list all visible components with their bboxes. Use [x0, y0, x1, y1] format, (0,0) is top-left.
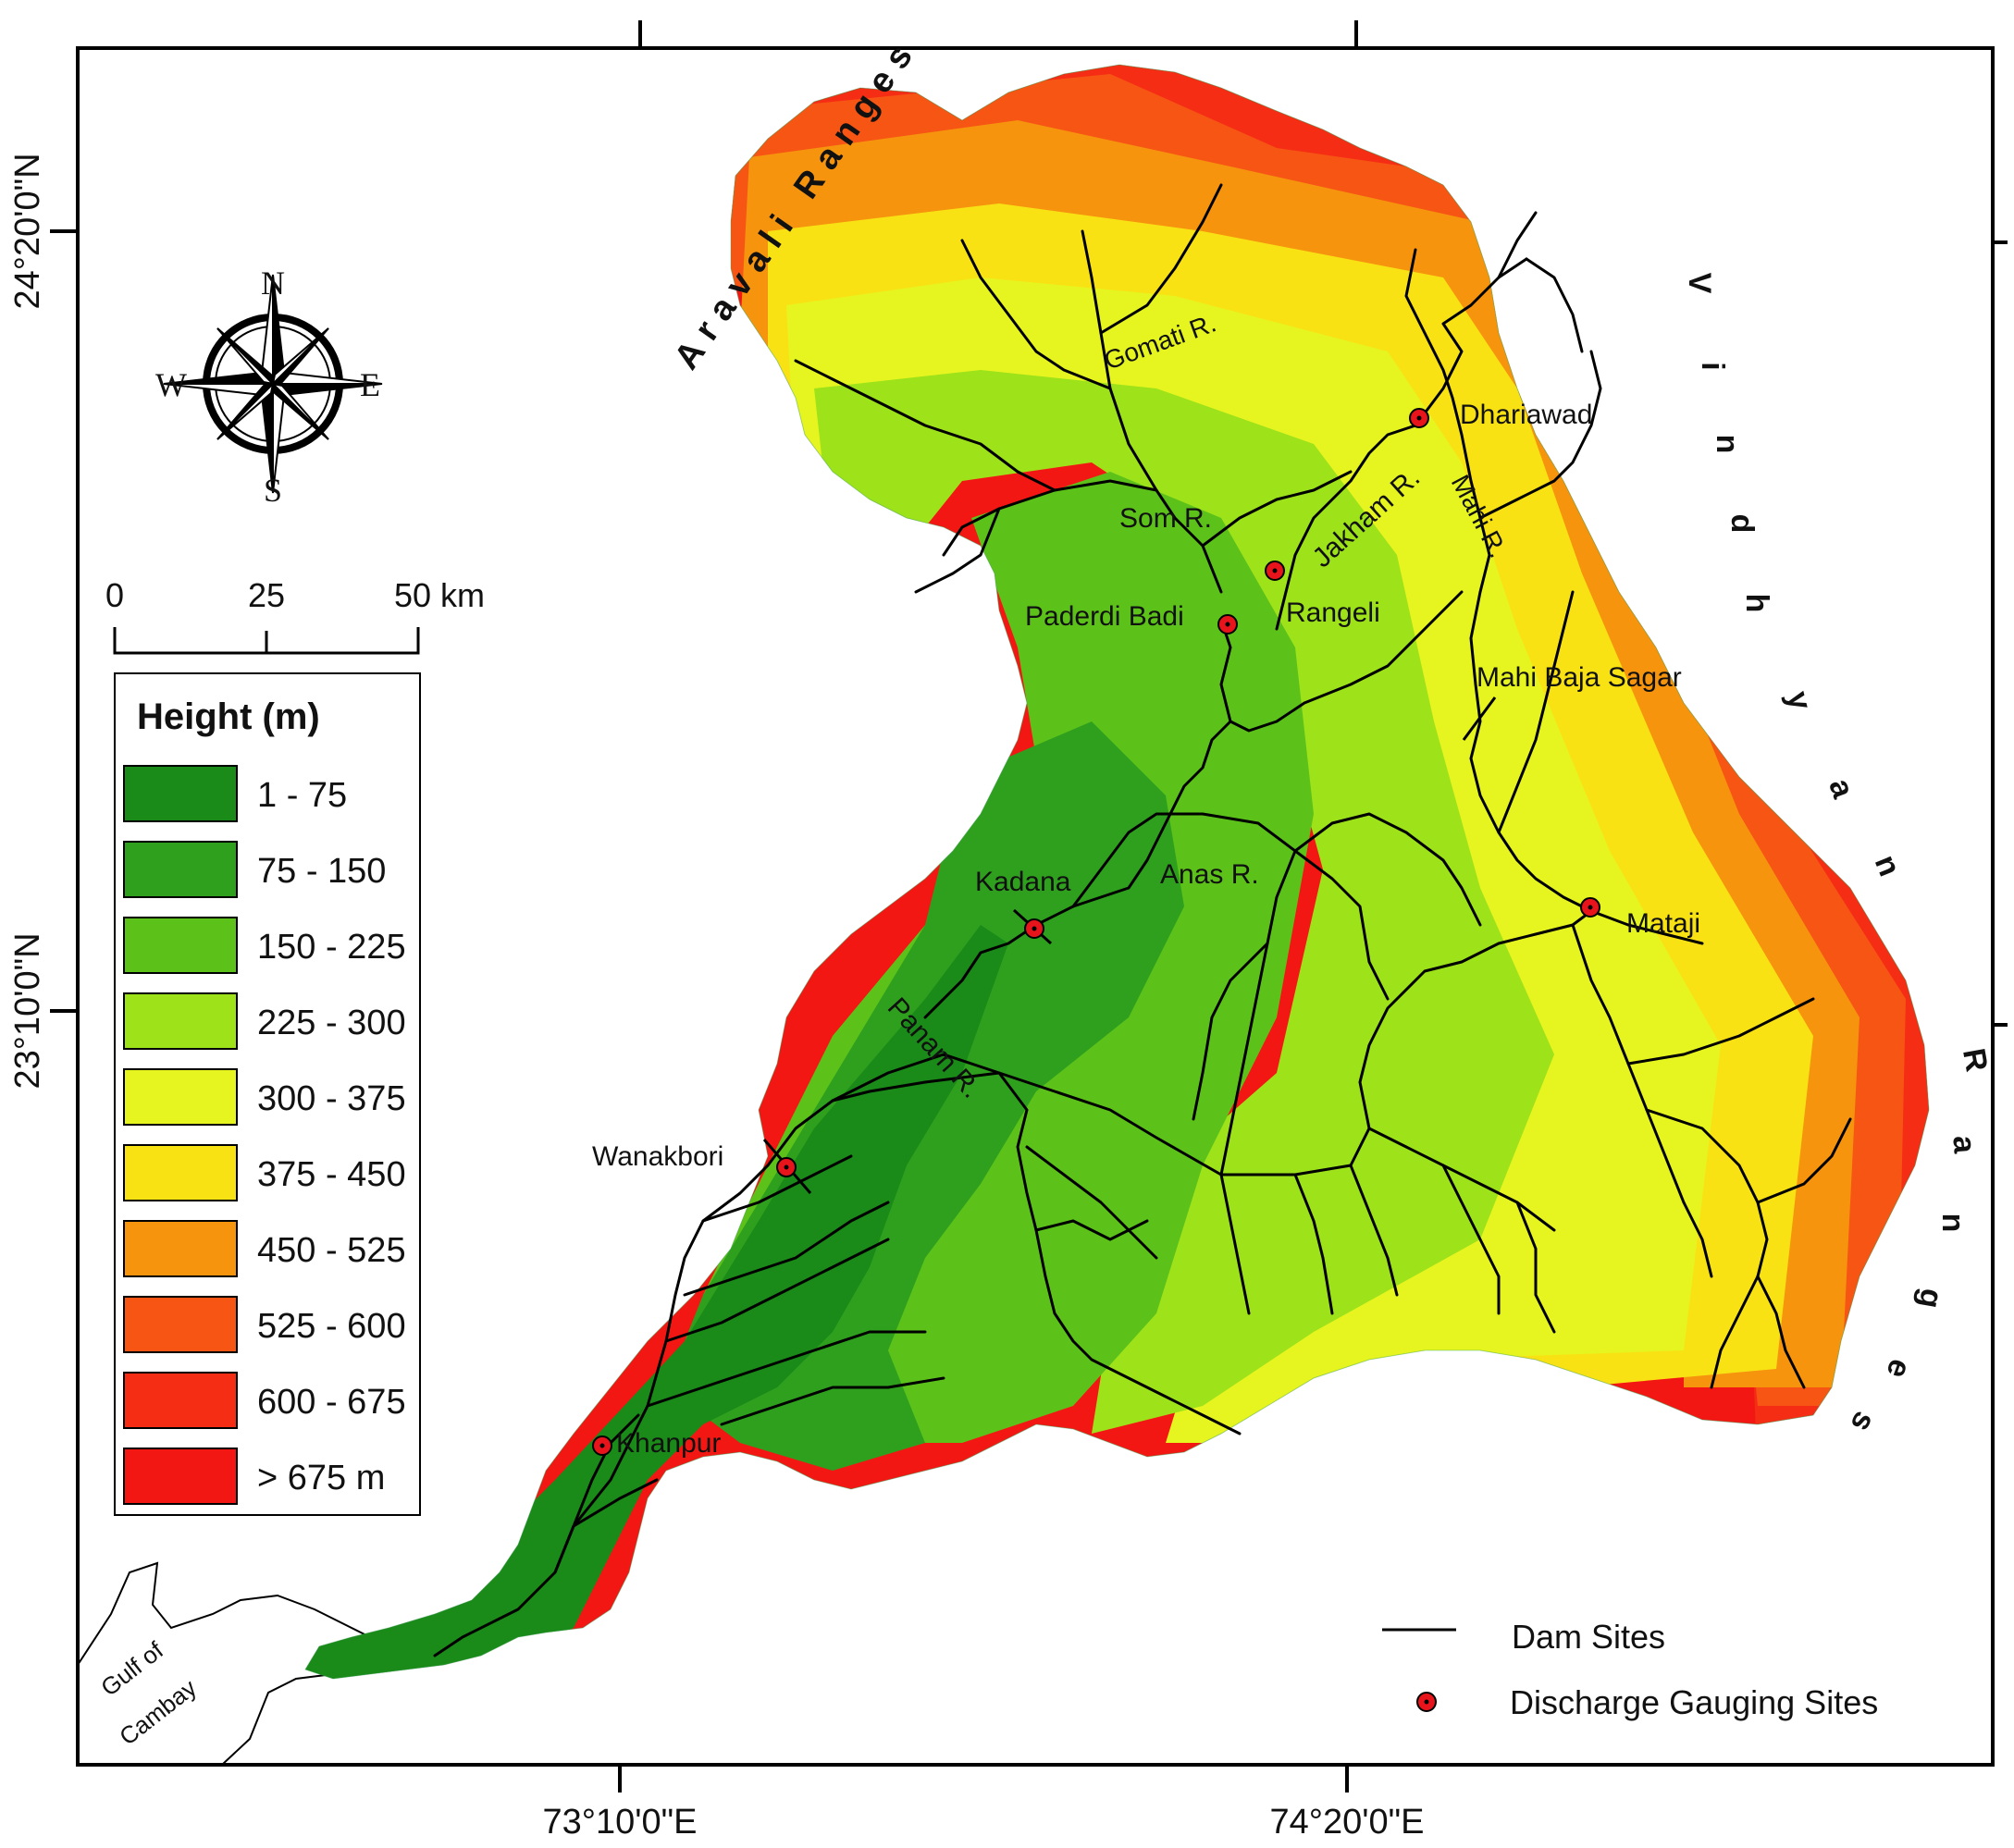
label-rangeli: Rangeli: [1286, 598, 1380, 628]
label-dhariawad: Dhariawad: [1460, 400, 1592, 430]
legend-swatch-5: [123, 1144, 238, 1201]
label-vindhyan: V i n d h y a n: [1682, 273, 1908, 881]
svg-text:n: n: [1710, 435, 1745, 454]
label-kadana: Kadana: [975, 867, 1071, 897]
lon-label-1: 73°10'0"E: [543, 1803, 698, 1842]
legend-swatch-1: [123, 841, 238, 898]
label-mahi-baja-sagar: Mahi Baja Sagar: [1477, 662, 1682, 693]
lat-label-2: 23°10'0"N: [8, 932, 47, 1089]
svg-text:n: n: [1935, 1214, 1971, 1233]
gulf-coastline: [77, 1561, 436, 1766]
legend-swatch-9: [123, 1448, 238, 1505]
legend-label-5: 375 - 450: [257, 1155, 406, 1194]
svg-text:n: n: [1868, 850, 1908, 881]
gauge-kadana: [1024, 918, 1044, 939]
svg-text:y: y: [1780, 688, 1818, 714]
compass-n: N: [261, 265, 285, 302]
svg-text:i: i: [1695, 362, 1730, 370]
gauge-wanakbori: [776, 1157, 797, 1177]
label-khanpur: Khanpur: [616, 1428, 721, 1459]
legend-label-2: 150 - 225: [257, 928, 406, 967]
legend-label-3: 225 - 300: [257, 1004, 406, 1042]
gauge-khanpur: [592, 1435, 612, 1456]
legend-label-1: 75 - 150: [257, 852, 386, 891]
svg-text:g: g: [1911, 1286, 1949, 1311]
key-dam-sites: Dam Sites: [1512, 1618, 1665, 1656]
legend-swatch-6: [123, 1220, 238, 1277]
label-wanakbori: Wanakbori: [592, 1141, 723, 1172]
legend-label-8: 600 - 675: [257, 1383, 406, 1422]
svg-text:h: h: [1739, 594, 1774, 613]
svg-text:R: R: [1956, 1046, 1995, 1075]
compass-e: E: [360, 366, 380, 403]
svg-text:50 km: 50 km: [394, 576, 485, 614]
gauging-sites: [592, 408, 1600, 1456]
lat-label-1: 24°20'0"N: [8, 153, 47, 309]
legend-title: Height (m): [137, 696, 320, 737]
svg-text:e: e: [1879, 1354, 1918, 1383]
label-som-river: Som R.: [1119, 503, 1212, 534]
legend-swatch-4: [123, 1068, 238, 1126]
legend-label-9: > 675 m: [257, 1459, 385, 1497]
legend-swatch-3: [123, 992, 238, 1050]
gauge-mataji: [1580, 897, 1600, 918]
legend-swatch-8: [123, 1372, 238, 1429]
scale-bar: 0 25 50 km: [105, 576, 485, 655]
compass-w: W: [155, 366, 187, 403]
basin-outline: [304, 64, 1930, 1680]
label-gulf-of-cambay: Gulf of Cambay: [95, 1635, 202, 1750]
north-arrow-compass: [163, 274, 383, 494]
legend-label-0: 1 - 75: [257, 776, 347, 815]
svg-text:25: 25: [248, 576, 285, 614]
legend-swatch-0: [123, 765, 238, 822]
map-frame: [76, 46, 1995, 1767]
gauge-dhariawad: [1409, 408, 1429, 428]
gauge-rangeli: [1265, 561, 1285, 581]
gauge-paderdi-badi: [1217, 614, 1238, 634]
svg-text:a: a: [1946, 1134, 1982, 1155]
svg-text:s: s: [1843, 1406, 1882, 1438]
compass-s: S: [264, 472, 282, 509]
symbol-key: Dam Sites Discharge Gauging Sites: [1382, 1618, 1878, 1721]
lon-label-2: 74°20'0"E: [1270, 1803, 1425, 1842]
svg-text:0: 0: [105, 576, 124, 614]
label-mataji: Mataji: [1626, 908, 1700, 939]
legend-label-7: 525 - 600: [257, 1307, 406, 1346]
legend-swatch-2: [123, 917, 238, 974]
river-network: [433, 183, 1852, 1657]
svg-text:V: V: [1682, 273, 1717, 294]
legend-label-4: 300 - 375: [257, 1079, 406, 1118]
svg-text:Gulf of: Gulf of: [95, 1635, 168, 1701]
svg-text:d: d: [1724, 514, 1760, 534]
label-anas-river: Anas R.: [1160, 859, 1259, 890]
label-paderdi-badi: Paderdi Badi: [1025, 601, 1184, 632]
svg-text:a: a: [1822, 774, 1861, 804]
height-legend: Height (m) 1 - 75 75 - 150 150 - 225 225 - …: [114, 672, 421, 1516]
legend-swatch-7: [123, 1296, 238, 1353]
key-gauging-sites: Discharge Gauging Sites: [1510, 1683, 1878, 1721]
legend-label-6: 450 - 525: [257, 1231, 406, 1270]
